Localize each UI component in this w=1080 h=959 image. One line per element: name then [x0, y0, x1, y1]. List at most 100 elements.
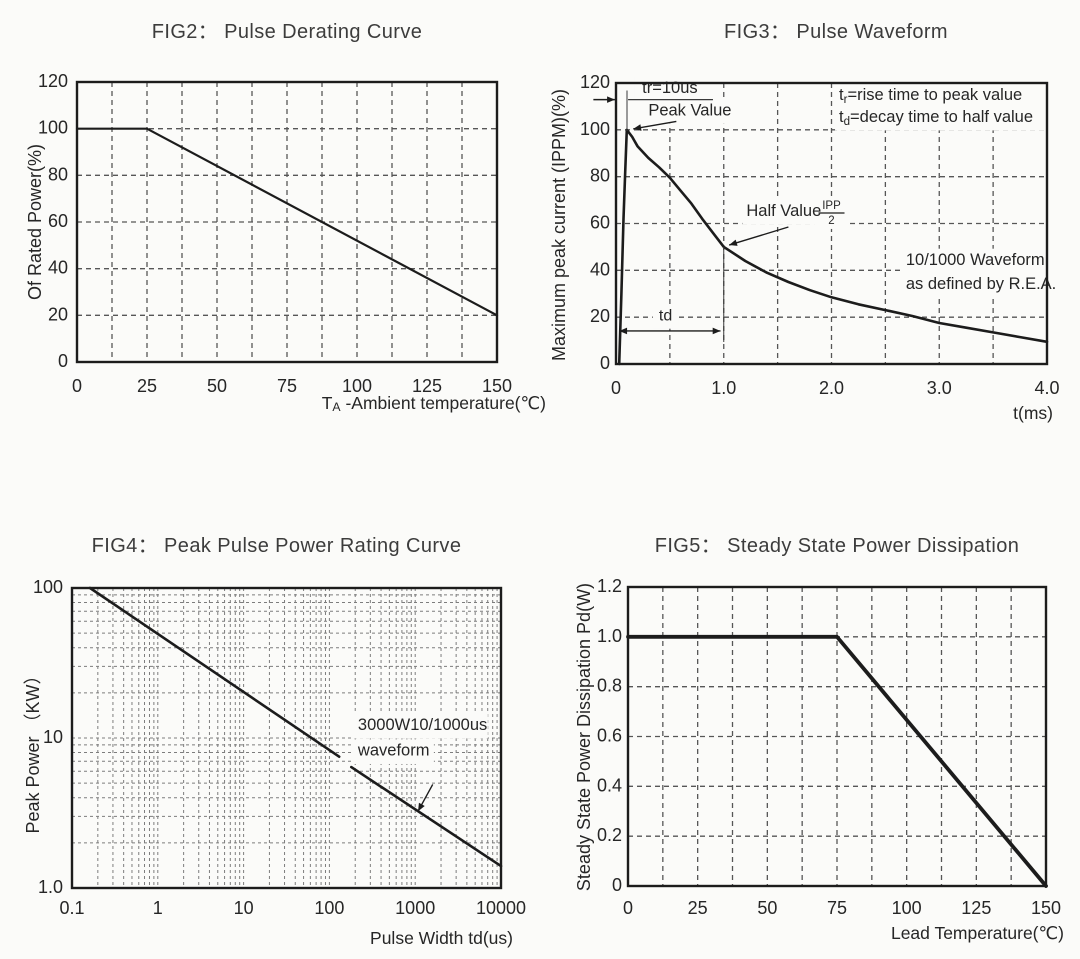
fig3-xtick: 4.0 [1034, 378, 1059, 398]
fig5-series-steady-state-power [626, 634, 1048, 888]
fig2-plot-border [75, 80, 499, 364]
fig3-annotation: td [659, 308, 672, 325]
fig3-series-pulse-waveform [617, 128, 1049, 366]
annotation-bg [353, 713, 488, 739]
fraction-numerator: IPP [822, 200, 841, 212]
fig4-yaxis-label: Peak Power （KW） [23, 666, 43, 833]
fig5-xtick: 125 [961, 898, 991, 918]
fig4-xtick: 1 [153, 898, 163, 918]
fig2-ytick: 20 [48, 304, 68, 324]
fig3-xtick: 2.0 [819, 378, 844, 398]
fig4-xtick: 10000 [476, 898, 526, 918]
fig2-xtick: 150 [482, 376, 512, 396]
fig2-series-pulse-derating [75, 127, 499, 317]
fig2-ytick: 60 [48, 211, 68, 231]
fig3-xtick: 3.0 [927, 378, 952, 398]
fig3-yaxis-label: Maximum peak current (IPPM)(%) [549, 89, 569, 361]
fig4-xtick: 1000 [395, 898, 435, 918]
fig4-xtick: 100 [314, 898, 344, 918]
fig5-xtick: 150 [1031, 898, 1061, 918]
fig5-xtick: 50 [757, 898, 777, 918]
fig3-annotation: Peak Value [648, 102, 731, 120]
fig3-annotation: 10/1000 Waveform [906, 251, 1045, 269]
fig5-gridlines [628, 587, 1046, 886]
fig2-xaxis-label: TA -Ambient temperature(℃) [322, 393, 546, 415]
fig3-ytick: 120 [580, 72, 610, 92]
fig5-xtick: 25 [688, 898, 708, 918]
fig5-ytick: 1.0 [597, 626, 622, 646]
fig4-ytick: 1.0 [38, 877, 63, 897]
arrowhead [418, 802, 425, 812]
fig3-annotation: td=decay time to half value [839, 108, 1033, 128]
fig5-xtick: 75 [827, 898, 847, 918]
fig2-xtick: 50 [207, 376, 227, 396]
fig4-gridlines [72, 588, 501, 888]
fig3-annotation: as defined by R.E.A. [906, 275, 1056, 293]
fig2-ytick: 100 [38, 117, 68, 137]
fig4-series-peak-pulse-power-a [88, 586, 341, 759]
fig5-xtick: 100 [892, 898, 922, 918]
fig3-ytick: 60 [590, 212, 610, 232]
fig4-title: FIG4： Peak Pulse Power Rating Curve [91, 535, 462, 557]
fig5-ytick: 0.2 [597, 825, 622, 845]
fig2-xtick: 25 [137, 376, 157, 396]
fig5-yaxis-label: Steady State Power Dissipation Pd(W) [574, 583, 594, 891]
fig4-xtick: 0.1 [59, 898, 84, 918]
fig2-yaxis-label: Of Rated Power(%) [25, 144, 45, 300]
fig2-title: FIG2： Pulse Derating Curve [151, 21, 423, 43]
fig3-ytick: 100 [580, 119, 610, 139]
fraction-denominator: 2 [828, 215, 834, 227]
fig3-xtick: 0 [611, 378, 621, 398]
fig3-plot-border [614, 81, 1049, 366]
fig5-plot-border [626, 585, 1048, 888]
fig3-annotation: tr=rise time to peak value [839, 86, 1022, 106]
fig3-ytick: 40 [590, 259, 610, 279]
fig2-xtick: 125 [412, 376, 442, 396]
fig3-title: FIG3： Pulse Waveform [724, 21, 948, 43]
fig4-plot-border [70, 586, 503, 890]
annotation-bg [652, 304, 679, 329]
fig5-ytick: 0 [612, 875, 622, 895]
arrowhead [619, 327, 628, 335]
fig2-xtick: 75 [277, 376, 297, 396]
annotation-arrow [728, 226, 789, 246]
annotation-bg [835, 105, 1080, 131]
fig3-ytick: 20 [590, 306, 610, 326]
fig3-xtick: 1.0 [711, 378, 736, 398]
fig2-xtick: 100 [342, 376, 372, 396]
annotation-bg [901, 248, 1054, 274]
fig4-annotation: waveform [357, 742, 430, 760]
annotation-bg [634, 76, 706, 102]
arrowhead [633, 124, 642, 131]
fig5-ytick: 1.2 [597, 576, 622, 596]
fig3-xaxis-label: t(ms) [1013, 403, 1053, 423]
fig3-annotation: Half Value [746, 202, 821, 220]
arrowhead [607, 96, 615, 103]
arrowhead [712, 327, 721, 335]
fig4-xtick: 10 [234, 898, 254, 918]
fig4-xaxis-label: Pulse Width td(us) [370, 928, 513, 948]
fig2-ytick: 80 [48, 164, 68, 184]
fig4-ytick: 100 [33, 577, 63, 597]
annotation-bg [835, 83, 1074, 109]
fig3-ytick: 80 [590, 165, 610, 185]
arrowhead [729, 239, 738, 246]
fig4-ytick: 10 [43, 727, 63, 747]
fig2-ytick: 0 [58, 351, 68, 371]
annotation-bg [901, 272, 1080, 298]
fig5-ytick: 0.8 [597, 675, 622, 695]
fig5-ytick: 0.4 [597, 775, 622, 795]
fig5-title: FIG5： Steady State Power Dissipation [654, 535, 1020, 557]
fig5-xaxis-label: Lead Temperature(℃) [891, 923, 1064, 943]
fig5-xtick: 0 [623, 898, 633, 918]
fig5-ytick: 0.6 [597, 725, 622, 745]
annotation-bg [353, 739, 434, 764]
fig2-ytick: 120 [38, 71, 68, 91]
fig4-series-peak-pulse-power-b [349, 765, 503, 868]
fig3-ytick: 0 [600, 353, 610, 373]
fig4-annotation: 3000W10/1000us [358, 716, 487, 734]
